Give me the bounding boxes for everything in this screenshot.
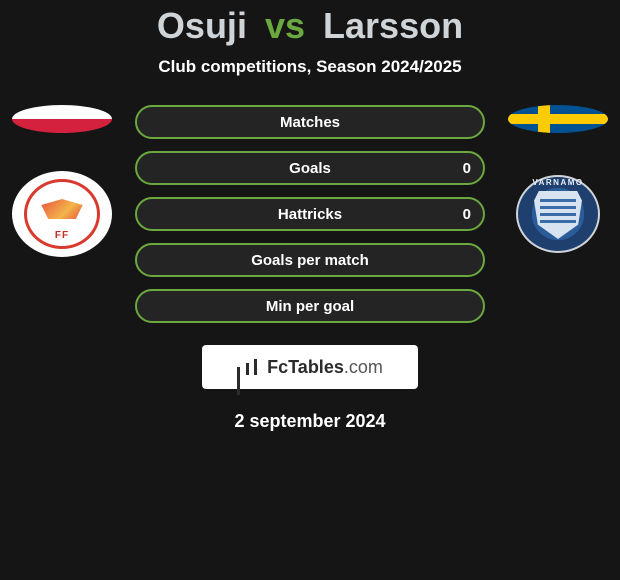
- crest-arc-text: VARNAMO: [516, 178, 600, 187]
- brand-text: FcTables.com: [267, 357, 383, 378]
- stats-column: Matches Goals 0 Hattricks 0 Goals per ma…: [135, 105, 485, 323]
- brand-badge: FcTables.com: [202, 345, 418, 389]
- subtitle: Club competitions, Season 2024/2025: [0, 57, 620, 77]
- stat-right-value: 0: [463, 206, 471, 223]
- comparison-card: Osuji vs Larsson Club competitions, Seas…: [0, 0, 620, 432]
- brand-name: FcTables: [267, 357, 344, 377]
- date-text: 2 september 2024: [0, 411, 620, 432]
- page-title: Osuji vs Larsson: [0, 5, 620, 47]
- sweden-flag-icon: [508, 105, 608, 133]
- stat-row-min-per-goal: Min per goal: [135, 289, 485, 323]
- stat-label: Min per goal: [266, 298, 354, 315]
- vs-label: vs: [265, 5, 305, 46]
- stat-right-value: 0: [463, 160, 471, 177]
- stat-label: Hattricks: [278, 206, 342, 223]
- player2-name: Larsson: [323, 5, 463, 46]
- left-club-column: FF: [7, 105, 117, 257]
- varnamo-crest-icon: VARNAMO: [516, 175, 600, 253]
- stat-row-goals-per-match: Goals per match: [135, 243, 485, 277]
- bar-chart-icon: [237, 357, 261, 377]
- stat-label: Matches: [280, 114, 340, 131]
- stat-label: Goals: [289, 160, 331, 177]
- stat-row-goals: Goals 0: [135, 151, 485, 185]
- right-club-crest: VARNAMO: [508, 171, 608, 257]
- player1-name: Osuji: [157, 5, 247, 46]
- main-row: FF Matches Goals 0 Hattricks 0: [0, 105, 620, 323]
- brand-suffix: .com: [344, 357, 383, 377]
- stat-label: Goals per match: [251, 252, 369, 269]
- crest-text: FF: [55, 230, 69, 241]
- kalmar-crest-icon: FF: [24, 179, 100, 249]
- poland-flag-icon: [12, 105, 112, 133]
- stat-row-matches: Matches: [135, 105, 485, 139]
- left-club-crest: FF: [12, 171, 112, 257]
- right-club-column: VARNAMO: [503, 105, 613, 257]
- stat-row-hattricks: Hattricks 0: [135, 197, 485, 231]
